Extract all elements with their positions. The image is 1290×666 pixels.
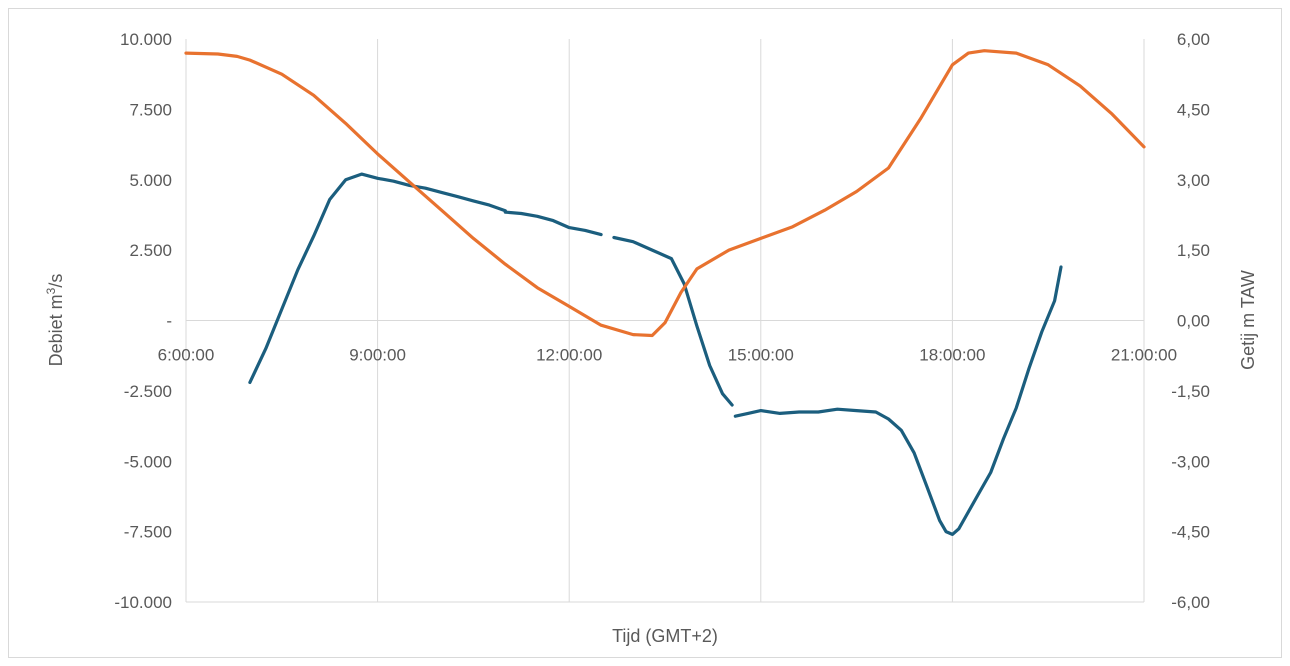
y-right-axis-title: Getij m TAW	[1238, 270, 1258, 370]
y-right-tick-label: 6,00	[1177, 30, 1210, 49]
x-tick-label: 18:00:00	[919, 346, 985, 365]
y-left-tick-label: 10.000	[120, 30, 172, 49]
x-axis-title: Tijd (GMT+2)	[612, 626, 718, 646]
y-right-tick-label: -6,00	[1171, 593, 1210, 612]
discharge-series-line-segment-1	[503, 210, 603, 237]
y-right-tick-label: -1,50	[1171, 382, 1210, 401]
series-layer	[184, 49, 1146, 536]
x-tick-labels: 6:00:00 9:00:00 12:00:00 15:00:00 18:00:00 21…	[158, 346, 1177, 365]
x-tick-label: 21:00:00	[1111, 346, 1177, 365]
y-right-tick-label: 1,50	[1177, 241, 1210, 260]
y-left-tick-label: -2.500	[124, 382, 172, 401]
tide-series-line-segment-0	[184, 49, 1146, 338]
y-left-tick-label: -7.500	[124, 523, 172, 542]
y-right-tick-labels: 6,00 4,50 3,00 1,50 0,00 -1,50 -3,00 -4,50 -6,00	[1171, 30, 1210, 612]
discharge-series-line-segment-0	[248, 172, 507, 384]
y-right-tick-label: 4,50	[1177, 100, 1210, 119]
x-tick-label: 9:00:00	[349, 346, 406, 365]
y-left-tick-label: -5.000	[124, 452, 172, 471]
x-tick-label: 12:00:00	[536, 346, 602, 365]
y-left-tick-labels: 10.000 7.500 5.000 2.500 - -2.500 -5.000 -7.500…	[114, 30, 172, 612]
discharge-series-line-segment-2	[612, 235, 734, 407]
y-right-tick-label: 3,00	[1177, 171, 1210, 190]
discharge-series-line-segment-3	[733, 265, 1063, 536]
x-tick-label: 15:00:00	[728, 346, 794, 365]
y-left-tick-label: 7.500	[129, 100, 172, 119]
y-right-tick-label: -3,00	[1171, 452, 1210, 471]
gridlines	[185, 39, 1145, 603]
y-right-tick-label: 0,00	[1177, 312, 1210, 331]
y-left-tick-label: -10.000	[114, 593, 172, 612]
y-left-tick-label: 5.000	[129, 171, 172, 190]
y-left-axis-title: Debiet m3/s	[44, 274, 66, 367]
y-left-tick-label: -	[166, 312, 172, 331]
x-tick-label: 6:00:00	[158, 346, 215, 365]
chart-frame	[8, 8, 1282, 658]
y-left-tick-label: 2.500	[129, 241, 172, 260]
y-right-tick-label: -4,50	[1171, 523, 1210, 542]
